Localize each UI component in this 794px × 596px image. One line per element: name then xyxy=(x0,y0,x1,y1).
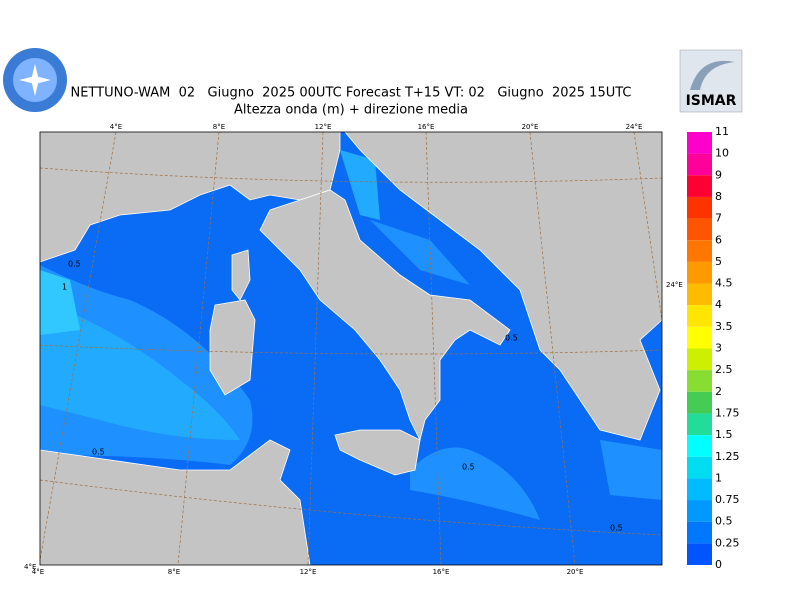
legend-swatch xyxy=(687,348,712,371)
legend-swatch xyxy=(687,413,712,436)
legend-swatch xyxy=(687,132,712,154)
legend-label: 7 xyxy=(715,212,722,225)
contour-label: 0.5 xyxy=(505,334,518,343)
legend-label: 0 xyxy=(715,558,722,571)
legend-label: 1.5 xyxy=(715,428,733,441)
legend-label: 3.5 xyxy=(715,320,733,333)
legend-label: 11 xyxy=(715,125,729,138)
legend-swatch xyxy=(687,196,712,219)
legend-label: 5 xyxy=(715,255,722,268)
legend: 11 10 9 8 7 6 5 4.5 4 3.5 3 2.5 2 1.75 1.5 1.25 1 0.75 0.5… xyxy=(687,125,740,571)
legend-label: 4 xyxy=(715,298,722,311)
lon-label: 20°E xyxy=(522,123,539,131)
legend-label: 4.5 xyxy=(715,277,733,290)
logo-text: ISMAR xyxy=(686,93,737,109)
legend-swatch xyxy=(687,261,712,284)
legend-label: 0.5 xyxy=(715,515,733,528)
lon-label: 4°E xyxy=(32,568,44,576)
legend-swatch xyxy=(687,500,712,522)
legend-label: 1.25 xyxy=(715,450,740,463)
legend-label: 3 xyxy=(715,342,722,355)
legend-swatch xyxy=(687,370,712,392)
legend-swatch xyxy=(687,456,712,479)
contour-label: 0.5 xyxy=(462,463,475,472)
legend-swatch xyxy=(687,435,712,457)
corner-lon-label: 4°E xyxy=(24,563,36,571)
lon-label: 12°E xyxy=(300,568,317,576)
legend-swatch xyxy=(687,283,712,306)
legend-label: 8 xyxy=(715,190,722,203)
lon-label: 24°E xyxy=(626,123,643,131)
legend-swatch xyxy=(687,153,712,176)
contour-label: 0.5 xyxy=(610,524,623,533)
legend-swatch xyxy=(687,175,712,197)
side-lon-label: 24°E xyxy=(666,281,683,289)
lon-label: 16°E xyxy=(433,568,450,576)
subtitle: Altezza onda (m) + direzione media xyxy=(234,103,468,118)
legend-label: 1 xyxy=(715,471,722,484)
logo-right: ISMAR xyxy=(679,49,743,113)
legend-swatch xyxy=(687,521,712,544)
lon-label: 20°E xyxy=(567,568,584,576)
legend-swatch xyxy=(687,218,712,241)
legend-swatch xyxy=(687,326,712,349)
lon-label: 4°E xyxy=(110,123,122,131)
contour-label: 0.5 xyxy=(92,448,105,457)
logo-left xyxy=(3,48,67,112)
map: 0.5 1 0.5 0.5 0.5 0.5 xyxy=(39,131,663,566)
legend-label: 10 xyxy=(715,147,729,160)
legend-swatch xyxy=(687,240,712,262)
lon-label: 8°E xyxy=(213,123,225,131)
title: NETTUNO-WAM 02 Giugno 2025 00UTC Forecas… xyxy=(70,86,631,101)
legend-swatch xyxy=(687,391,712,414)
contour-label: 0.5 xyxy=(68,260,81,269)
lon-label: 12°E xyxy=(315,123,332,131)
legend-label: 2.5 xyxy=(715,363,733,376)
legend-label: 6 xyxy=(715,233,722,246)
lon-label: 8°E xyxy=(168,568,180,576)
legend-label: 2 xyxy=(715,385,722,398)
legend-swatch xyxy=(687,478,712,501)
lon-label: 16°E xyxy=(418,123,435,131)
legend-label: 1.75 xyxy=(715,406,740,419)
legend-label: 0.75 xyxy=(715,493,740,506)
contour-label: 1 xyxy=(62,283,67,292)
legend-swatch xyxy=(687,305,712,327)
legend-label: 9 xyxy=(715,168,722,181)
legend-label: 0.25 xyxy=(715,536,740,549)
legend-swatch xyxy=(687,543,712,565)
